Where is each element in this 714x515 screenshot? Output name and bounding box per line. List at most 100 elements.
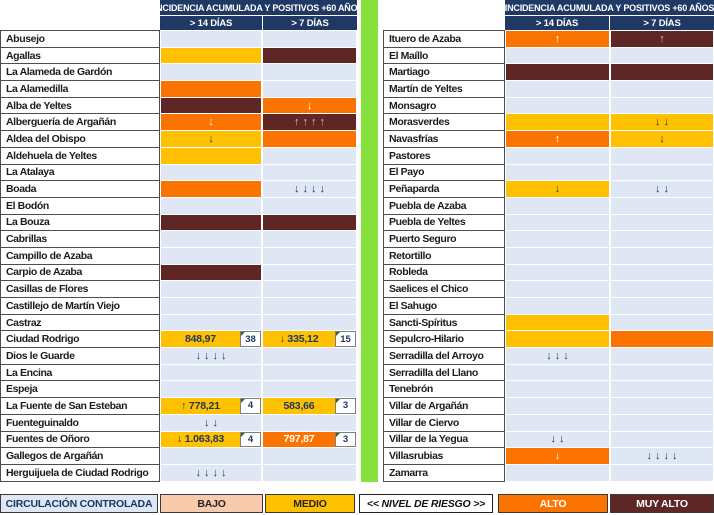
municipality-name: Retortillo [383, 246, 505, 265]
cell-7d [262, 463, 357, 482]
municipality-name: Gallegos de Argañán [0, 447, 160, 465]
cell-14d: ↓↓↓↓ [160, 347, 262, 365]
cell-value: ↓↓↓↓ [294, 183, 328, 196]
cell-14d [505, 313, 610, 332]
left-col-header-7d: > 7 DÍAS [263, 16, 357, 31]
cell-14d [160, 96, 262, 115]
cell-14d [505, 196, 610, 215]
cell-7d: ↑↑↑↑ [262, 113, 357, 132]
cell-14d: ↓↓ [160, 413, 262, 432]
municipality-name: Boada [0, 180, 160, 198]
cell-value: ↑↑↑↑ [294, 116, 328, 129]
positives-count: 3 [335, 431, 356, 448]
cell-7d [262, 230, 357, 248]
table-divider [361, 0, 378, 482]
right-col-header-14d: > 14 DÍAS [505, 16, 609, 31]
positives-count: 38 [240, 331, 261, 348]
municipality-name: Alberguería de Argañán [0, 113, 160, 132]
cell-7d [610, 46, 714, 65]
cell-7d [610, 380, 714, 399]
municipality-name: La Encina [0, 363, 160, 382]
cell-14d [160, 146, 262, 165]
cell-14d [505, 163, 610, 182]
cell-value: ↓ 335,12 [279, 333, 319, 346]
cell-14d [505, 96, 610, 115]
cell-7d: ↓↓ [610, 113, 714, 132]
municipality-name: Villar de la Yegua [383, 430, 505, 449]
cell-7d: ↓ [262, 96, 357, 115]
municipality-name: Serradilla del Arroyo [383, 347, 505, 365]
cell-7d [610, 347, 714, 365]
cell-14d: ↓↓↓ [505, 347, 610, 365]
cell-14d [505, 397, 610, 415]
cell-14d [160, 263, 262, 282]
legend-very-high: MUY ALTO [610, 494, 714, 513]
cell-14d [505, 297, 610, 315]
cell-7d [610, 363, 714, 382]
cell-7d [610, 430, 714, 449]
legend-risk-axis-label: << NIVEL DE RIESGO >> [359, 494, 493, 513]
cell-value: ↑ [554, 132, 564, 145]
cell-14d: ↓ 1.063,83 4 [160, 430, 262, 449]
municipality-name: Navasfrías [383, 130, 505, 148]
cell-value: 797,87 [283, 433, 315, 446]
cell-value: ↓ [554, 183, 564, 196]
cell-7d [262, 413, 357, 432]
municipality-name: Abusejo [0, 30, 160, 48]
cell-value: ↓↓ [655, 116, 672, 129]
cell-14d [160, 313, 262, 332]
cell-7d [610, 63, 714, 82]
municipality-name: Robleda [383, 263, 505, 282]
cell-value: ↓ [306, 99, 316, 112]
cell-14d: ↓ [505, 180, 610, 198]
legend-medium: MEDIO [265, 494, 355, 513]
municipality-name: Sancti-Spíritus [383, 313, 505, 332]
municipality-name: Martín de Yeltes [383, 80, 505, 98]
cell-value: ↓↓ [655, 183, 672, 196]
cell-14d [505, 63, 610, 82]
cell-7d: ↓↓ [610, 180, 714, 198]
cell-14d [160, 280, 262, 298]
cell-14d: ↓ [160, 130, 262, 148]
cell-14d [160, 30, 262, 48]
cell-7d [262, 213, 357, 232]
cell-14d: 848,97 38 [160, 330, 262, 349]
cell-7d [262, 163, 357, 182]
cell-7d [262, 280, 357, 298]
cell-7d [610, 413, 714, 432]
municipality-name: Villar de Argañán [383, 397, 505, 415]
cell-value: ↓ [208, 116, 217, 129]
cell-value: ↓ 1.063,83 [176, 433, 225, 446]
positives-count: 3 [335, 398, 356, 414]
cell-7d [262, 297, 357, 315]
right-table-title: INCIDENCIA ACUMULADA Y POSITIVOS +60 AÑO… [505, 0, 714, 15]
cell-7d [610, 397, 714, 415]
municipality-name: Villasrubias [383, 447, 505, 465]
cell-14d [505, 80, 610, 98]
cell-7d: 797,87 3 [262, 430, 357, 449]
cell-value: ↓↓↓↓ [646, 450, 681, 463]
cell-14d: ↑ 778,21 4 [160, 397, 262, 415]
cell-7d [262, 363, 357, 382]
cell-7d [610, 163, 714, 182]
cell-14d [505, 263, 610, 282]
municipality-name: Zamarra [383, 463, 505, 482]
municipality-name: La Fuente de San Esteban [0, 397, 160, 415]
cell-14d [160, 63, 262, 82]
left-table-title: INCIDENCIA ACUMULADA Y POSITIVOS +60 AÑO… [154, 0, 363, 15]
cell-7d [262, 146, 357, 165]
right-col-header-7d: > 7 DÍAS [610, 16, 714, 31]
municipality-name: La Alamedilla [0, 80, 160, 98]
municipality-name: Ciudad Rodrigo [0, 330, 160, 349]
cell-14d [160, 230, 262, 248]
cell-14d [505, 213, 610, 232]
positives-count: 4 [240, 398, 261, 414]
cell-value: ↑ [659, 32, 668, 45]
cell-value: ↓↓↓ [546, 349, 572, 362]
cell-7d: ↓↓↓↓ [262, 180, 357, 198]
cell-7d [262, 347, 357, 365]
cell-14d [160, 246, 262, 265]
municipality-name: Campillo de Azaba [0, 246, 160, 265]
cell-7d [610, 80, 714, 98]
cell-14d [505, 230, 610, 248]
